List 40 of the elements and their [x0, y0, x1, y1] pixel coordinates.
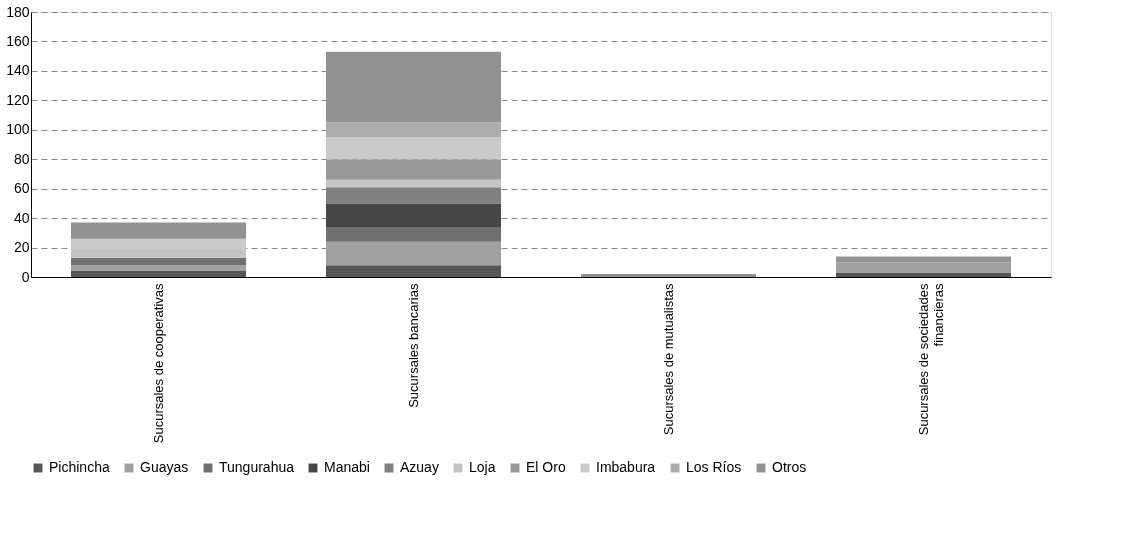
y-tick-label: 60	[13, 180, 30, 197]
bar	[71, 257, 246, 266]
bar	[326, 137, 501, 160]
legend-label: Guayas	[140, 459, 189, 475]
bar	[326, 265, 501, 277]
bar	[71, 265, 246, 272]
y-tick-label: 0	[21, 268, 30, 285]
x-tick-label: Sucursales de mutualistas	[660, 283, 676, 436]
y-tick-label: 100	[6, 121, 30, 138]
bar	[326, 226, 501, 242]
legend-label: El Oro	[526, 459, 566, 475]
legend-label: Los Ríos	[686, 459, 742, 475]
bar	[326, 203, 501, 227]
bar	[326, 241, 501, 266]
y-tick-label: 160	[6, 32, 30, 49]
bar	[71, 271, 246, 277]
legend-label: Manabi	[324, 459, 370, 475]
bar	[326, 122, 501, 138]
y-tick-label: 180	[6, 3, 30, 20]
y-tick-label: 140	[6, 62, 30, 79]
legend-label: Pichincha	[49, 459, 110, 475]
bar	[326, 179, 501, 188]
x-tick-label: Sucursales bancarias	[405, 283, 421, 408]
y-tick-label: 20	[13, 239, 30, 256]
legend-label: Loja	[469, 459, 496, 475]
y-tick-label: 40	[13, 209, 30, 226]
y-tick-label: 120	[6, 91, 30, 108]
legend-label: Otros	[772, 459, 807, 475]
bar	[836, 262, 1011, 273]
y-tick-label: 80	[13, 150, 30, 167]
bar	[326, 159, 501, 180]
bar	[836, 272, 1011, 277]
bar	[71, 222, 246, 239]
legend-label: Azuay	[400, 459, 439, 475]
x-tick-label: Sucursales de cooperativas	[150, 283, 166, 444]
x-tick-label: Sucursales de sociedades financieras	[915, 283, 946, 436]
bar	[581, 274, 756, 277]
bar	[836, 256, 1011, 263]
legend-label: Imbabura	[596, 459, 656, 475]
legend-label: Tungurahua	[219, 459, 295, 475]
